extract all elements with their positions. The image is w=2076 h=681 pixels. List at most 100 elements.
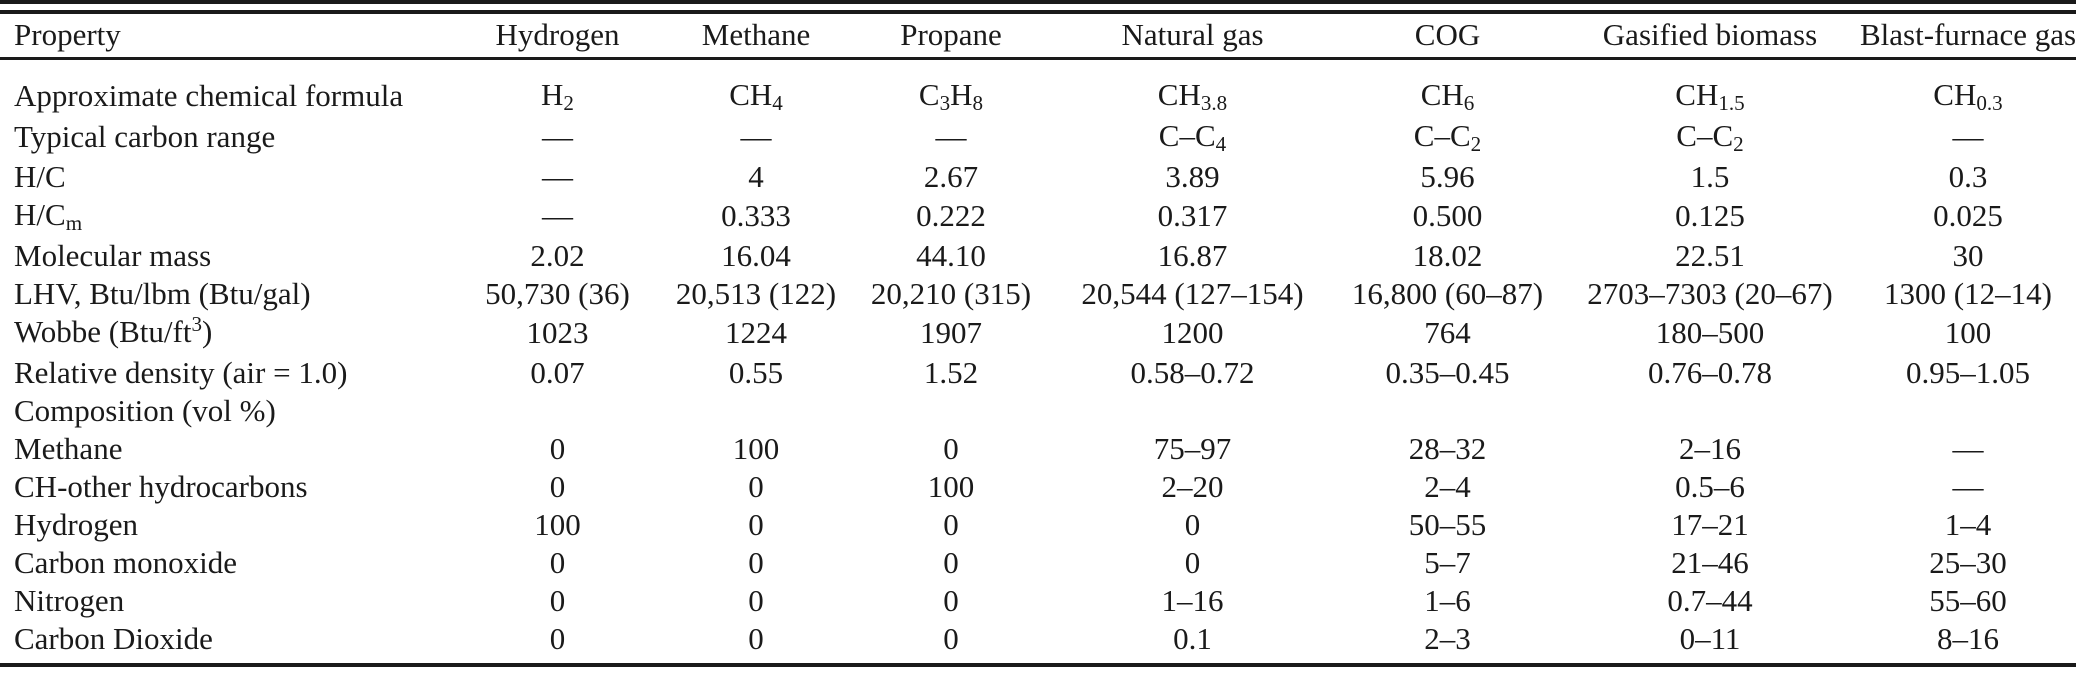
value-cell: — (542, 119, 573, 154)
table-row: Molecular mass 2.02 16.04 44.10 16.87 18.02 22… (0, 237, 2076, 275)
value-cell: 1–6 (1424, 582, 1471, 618)
property-cell: Nitrogen (14, 582, 125, 618)
table-row: Hydrogen 100 0 0 0 50–55 17–21 1–4 (0, 506, 2076, 544)
value-cell (1050, 392, 1335, 430)
value-cell: 2703–7303 (20–67) (1587, 275, 1833, 311)
value-cell: — (1952, 468, 1984, 504)
value-cell: 0 (748, 620, 764, 656)
value-cell: 0 (1184, 506, 1201, 542)
value-cell: 0 (943, 544, 959, 580)
value-cell: 1.5 (1690, 158, 1730, 194)
value-cell: 0.55 (728, 354, 784, 390)
property-cell: Composition (vol %) (14, 392, 276, 428)
value-cell: 0 (748, 468, 764, 504)
value-cell (852, 392, 1050, 430)
value-cell: — (1952, 430, 1984, 466)
value-cell: 16,800 (60–87) (1351, 275, 1544, 311)
value-cell: H2 (541, 76, 574, 116)
table-header: Property Hydrogen Methane Propane Natural ga… (0, 14, 2076, 60)
column-header: Natural gas (1050, 14, 1335, 60)
value-cell: 1–4 (1944, 506, 1992, 542)
table-row: Wobbe (Btu/ft3) 1023 1224 1907 1200 764 180–50… (0, 312, 2076, 354)
fuel-properties-table: Property Hydrogen Methane Propane Natural ga… (0, 14, 2076, 658)
table-row: Carbon monoxide 0 0 0 0 5–7 21–46 25–30 (0, 544, 2076, 582)
value-cell (455, 392, 660, 430)
value-cell: 5.96 (1420, 158, 1475, 194)
header-row: Property Hydrogen Methane Propane Natural ga… (0, 14, 2076, 60)
property-cell: H/C (14, 158, 66, 194)
table-row: Relative density (air = 1.0) 0.07 0.55 1.52… (0, 354, 2076, 392)
value-cell: 25–30 (1929, 544, 2007, 580)
column-header: Hydrogen (455, 14, 660, 60)
property-cell: CH-other hydrocarbons (14, 468, 308, 504)
property-cell: Relative density (air = 1.0) (14, 354, 348, 390)
value-cell (1860, 392, 2076, 430)
value-cell: 0 (943, 582, 959, 618)
value-cell: 0.07 (530, 354, 585, 390)
value-cell: 20,210 (315) (870, 275, 1032, 311)
value-cell: 0.222 (916, 198, 986, 233)
top-rule-outer (0, 0, 2076, 4)
property-cell: Molecular mass (14, 237, 212, 273)
value-cell: CH1.5 (1675, 76, 1745, 116)
table-row: H/C — 4 2.67 3.89 5.96 1.5 0.3 (0, 158, 2076, 196)
property-cell: Hydrogen (14, 506, 138, 542)
value-cell: 2–3 (1424, 620, 1471, 656)
value-cell: — (542, 158, 573, 194)
value-cell: 1–16 (1161, 582, 1224, 618)
value-cell: 0.025 (1933, 198, 2003, 233)
column-header: Methane (660, 14, 852, 60)
value-cell (1560, 392, 1860, 430)
column-header: Propane (852, 14, 1050, 60)
value-cell: 0.333 (721, 198, 791, 233)
column-header: Property (0, 14, 455, 60)
value-cell: 22.51 (1675, 237, 1745, 273)
table-row: Nitrogen 0 0 0 1–16 1–6 0.7–44 55–60 (0, 582, 2076, 620)
value-cell: 16.04 (721, 237, 791, 273)
value-cell: 0.1 (1173, 620, 1212, 656)
value-cell: 0 (549, 544, 566, 580)
value-cell: 0.317 (1157, 198, 1228, 233)
property-cell: H/Cm (14, 196, 83, 236)
table-row: Composition (vol %) (0, 392, 2076, 430)
value-cell: 0 (748, 506, 764, 542)
value-cell: 44.10 (916, 237, 986, 273)
column-header: Gasified biomass (1560, 14, 1860, 60)
bottom-rule (0, 663, 2076, 667)
value-cell: CH0.3 (1933, 76, 2003, 116)
value-cell: 0.35–0.45 (1385, 354, 1510, 390)
value-cell: 1907 (920, 315, 982, 350)
column-header: COG (1335, 14, 1560, 60)
property-cell: LHV, Btu/lbm (Btu/gal) (14, 275, 311, 311)
value-cell: 0.76–0.78 (1648, 354, 1772, 390)
value-cell: 2.02 (530, 237, 585, 273)
value-cell: 18.02 (1412, 237, 1483, 273)
table-row: Typical carbon range — — — C–C4 C–C2 C–C2 — (0, 117, 2076, 158)
value-cell: 17–21 (1671, 506, 1749, 542)
value-cell: 0.3 (1948, 158, 1988, 194)
value-cell: C–C4 (1158, 117, 1227, 157)
value-cell (1335, 392, 1560, 430)
value-cell: 0 (549, 620, 566, 656)
value-cell: 0 (549, 582, 566, 618)
table-row: CH-other hydrocarbons 0 0 100 2–20 2–4 0.5–6 — (0, 468, 2076, 506)
value-cell: — (935, 119, 967, 154)
value-cell: 1300 (12–14) (1884, 275, 2052, 311)
value-cell: 100 (1944, 315, 1992, 350)
value-cell: 50–55 (1408, 506, 1487, 542)
value-cell: — (740, 119, 772, 154)
value-cell: 0.58–0.72 (1130, 354, 1255, 390)
value-cell: 0 (748, 582, 764, 618)
value-cell: 20,544 (127–154) (1081, 275, 1304, 311)
value-cell: C3H8 (918, 76, 984, 116)
table-row: LHV, Btu/lbm (Btu/gal) 50,730 (36) 20,513 … (0, 275, 2076, 313)
value-cell: 0.500 (1412, 198, 1483, 233)
value-cell: C–C2 (1676, 117, 1744, 157)
value-cell: 0 (943, 506, 959, 542)
value-cell: 2–20 (1161, 468, 1224, 504)
value-cell: 2–16 (1679, 430, 1741, 466)
value-cell: 100 (534, 506, 581, 542)
value-cell: 1200 (1161, 315, 1224, 350)
value-cell: CH6 (1420, 76, 1475, 116)
